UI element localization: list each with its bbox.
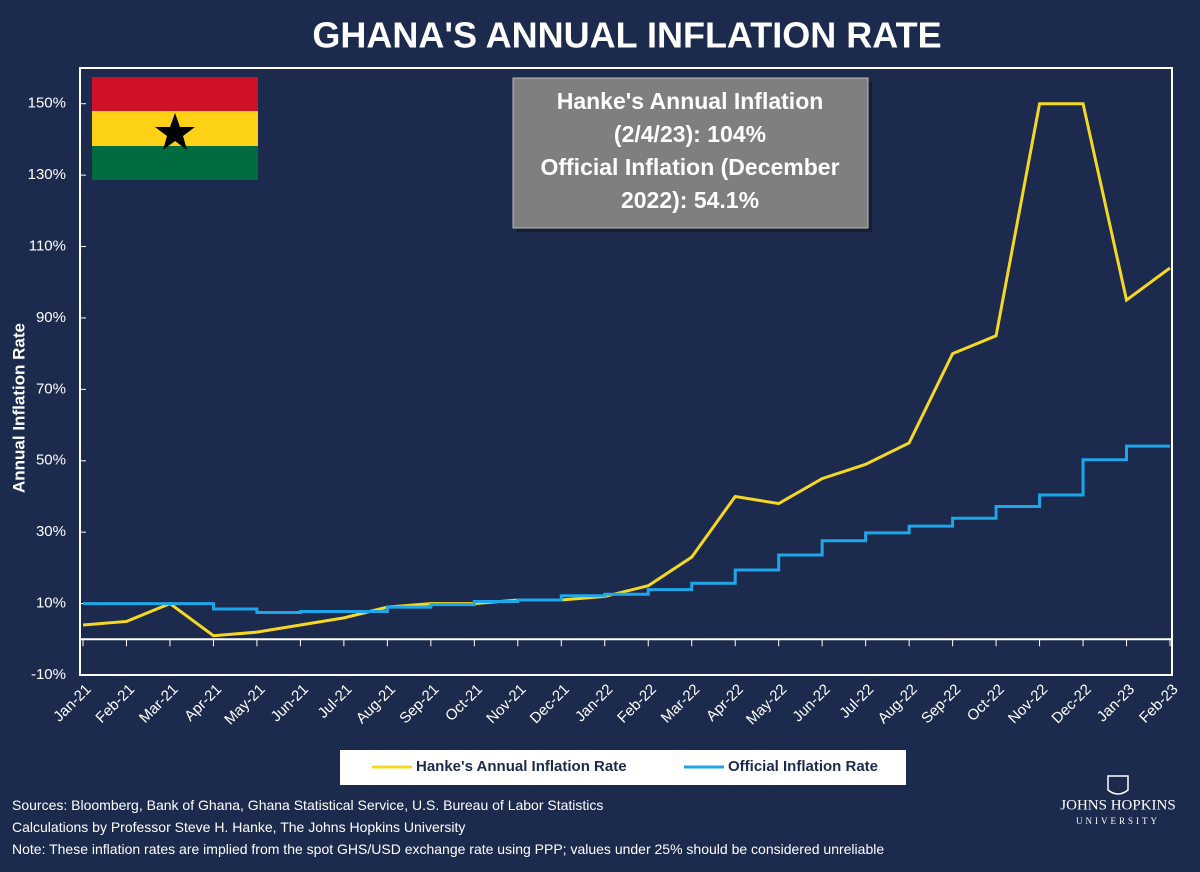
y-tick-label: 130% bbox=[28, 166, 66, 183]
y-tick-label: 150% bbox=[28, 95, 66, 112]
annotation-text: (2/4/23): 104% bbox=[614, 121, 766, 147]
y-tick-label: 10% bbox=[36, 595, 66, 612]
source-note: Note: These inflation rates are implied … bbox=[12, 841, 884, 857]
y-tick-label: 90% bbox=[36, 309, 66, 326]
y-axis-label: Annual Inflation Rate bbox=[9, 323, 28, 493]
chart-title: GHANA'S ANNUAL INFLATION RATE bbox=[312, 15, 941, 56]
y-tick-label: -10% bbox=[31, 666, 66, 683]
logo bbox=[1107, 775, 1129, 795]
annotation-text: Hanke's Annual Inflation bbox=[557, 88, 824, 114]
legend-label: Official Inflation Rate bbox=[728, 758, 878, 775]
logo-text: UNIVERSITY bbox=[1076, 816, 1160, 826]
y-tick-label: 30% bbox=[36, 523, 66, 540]
y-tick-label: 110% bbox=[29, 237, 66, 254]
y-tick-label: 50% bbox=[36, 452, 66, 469]
series-line bbox=[83, 444, 1170, 615]
flag bbox=[92, 77, 258, 180]
annotation-text: 2022): 54.1% bbox=[621, 187, 759, 213]
logo-text: JOHNS HOPKINS bbox=[1060, 797, 1175, 813]
y-tick-label: 70% bbox=[36, 380, 66, 397]
plot-frame bbox=[79, 67, 1173, 676]
series-line bbox=[82, 102, 1171, 638]
legend-box bbox=[340, 750, 906, 785]
legend-label: Hanke's Annual Inflation Rate bbox=[416, 758, 627, 775]
annotation-box bbox=[512, 77, 869, 229]
source-note: Calculations by Professor Steve H. Hanke… bbox=[12, 819, 465, 835]
annotation-text: Official Inflation (December bbox=[540, 154, 839, 180]
source-note: Sources: Bloomberg, Bank of Ghana, Ghana… bbox=[12, 797, 603, 813]
